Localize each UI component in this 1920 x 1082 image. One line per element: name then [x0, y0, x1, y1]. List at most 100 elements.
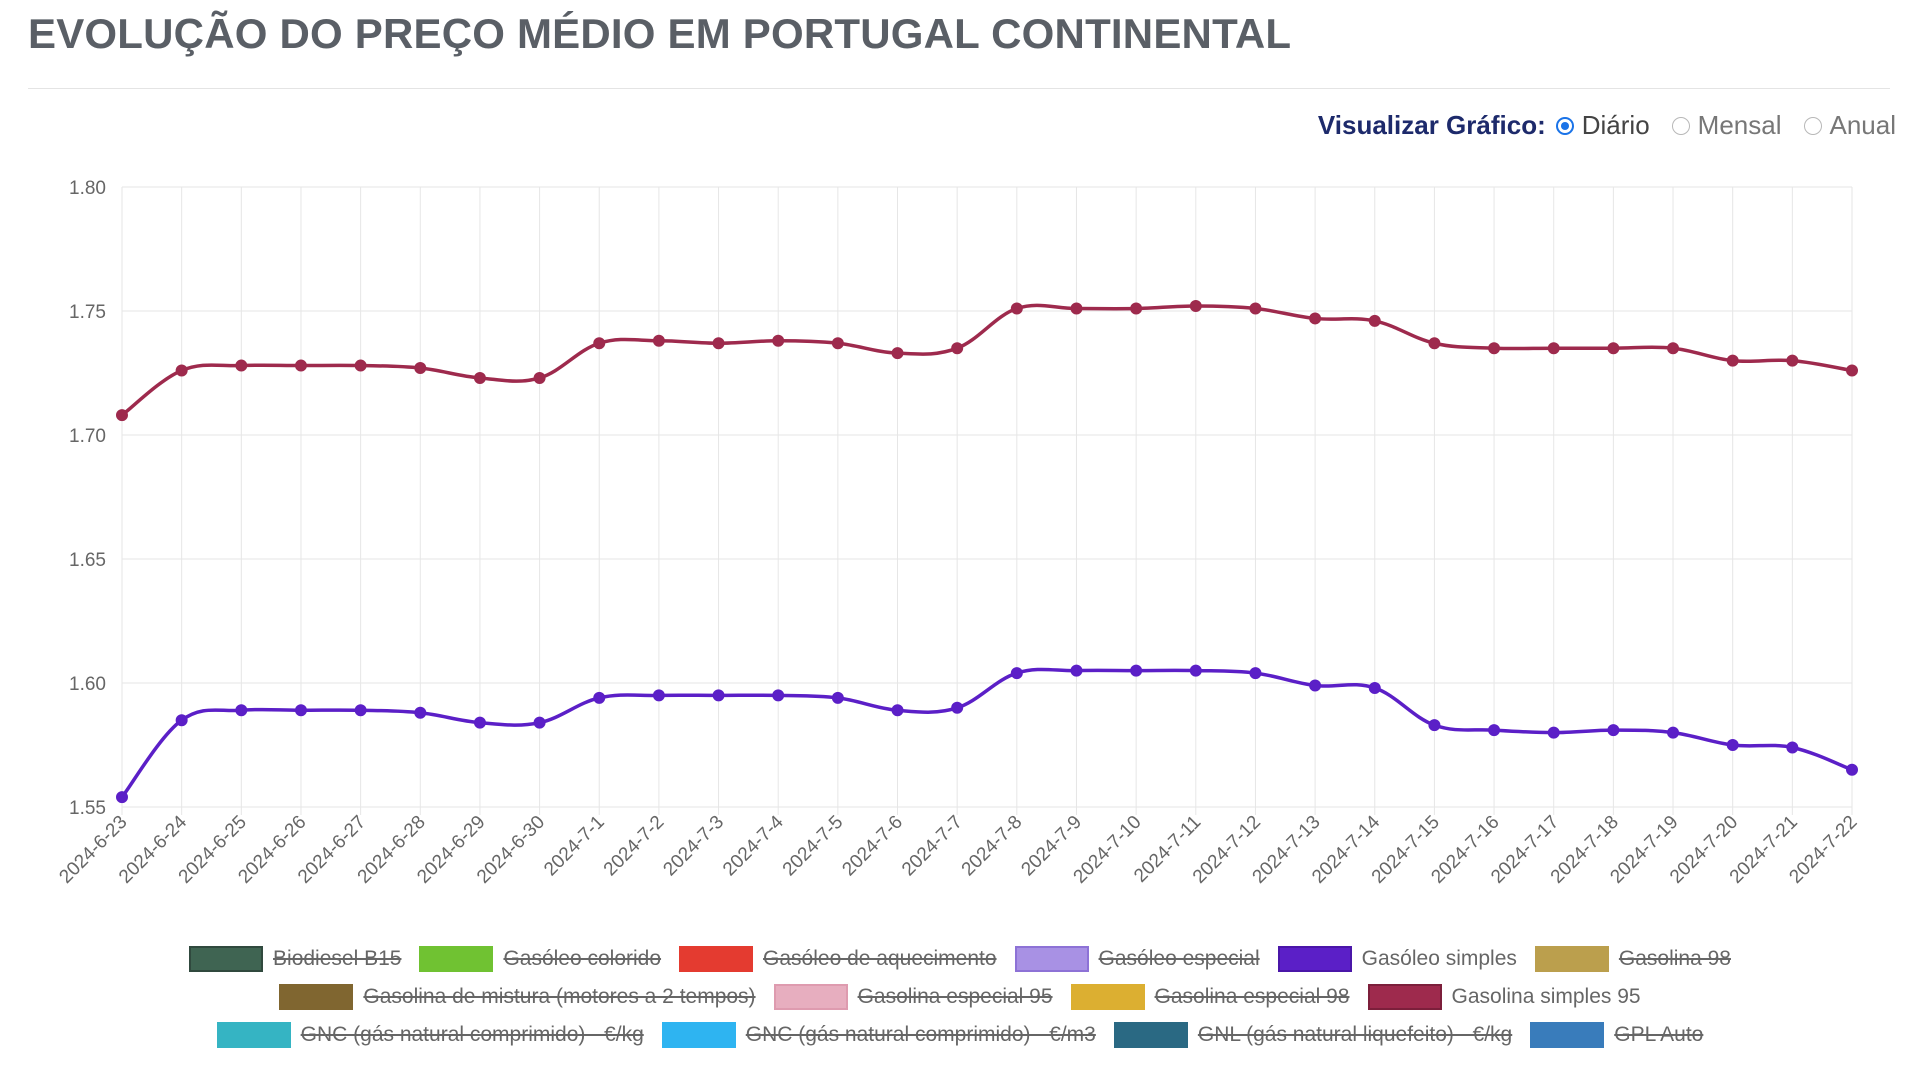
data-point-gasoleo-simples: [652, 689, 665, 702]
legend-item[interactable]: Gasóleo especial: [1014, 946, 1260, 972]
data-point-gasoleo-simples: [1010, 667, 1023, 680]
legend-swatch: [1367, 984, 1442, 1010]
legend-item[interactable]: Biodiesel B15: [189, 946, 401, 972]
legend-item[interactable]: Gasóleo colorido: [419, 946, 661, 972]
data-point-gasoleo-simples: [1368, 681, 1381, 694]
data-point-gasolina-simples-95: [1547, 342, 1560, 355]
legend-swatch: [189, 946, 264, 972]
legend-label: Gasolina especial 98: [1154, 985, 1350, 1008]
page-title: EVOLUÇÃO DO PREÇO MÉDIO EM PORTUGAL CONT…: [28, 10, 1292, 57]
data-point-gasoleo-simples: [772, 689, 785, 702]
legend-swatch: [773, 984, 848, 1010]
y-tick-label: 1.65: [69, 550, 106, 571]
data-point-gasolina-simples-95: [712, 337, 725, 350]
data-point-gasoleo-simples: [235, 704, 248, 717]
legend-label: Gasolina 98: [1618, 947, 1731, 970]
legend-item[interactable]: Gasóleo de aquecimento: [679, 946, 997, 972]
x-tick-label: 2024-7-4: [719, 811, 788, 880]
legend-item[interactable]: Gasolina especial 98: [1070, 984, 1350, 1010]
data-point-gasolina-simples-95: [652, 334, 665, 347]
title-divider: [28, 88, 1890, 89]
data-point-gasolina-simples-95: [1130, 302, 1143, 315]
data-point-gasoleo-simples: [473, 716, 486, 729]
legend-item[interactable]: Gasolina de mistura (motores a 2 tempos): [279, 984, 756, 1010]
legend-item[interactable]: Gasóleo simples: [1277, 946, 1517, 972]
x-tick-label: 2024-7-2: [600, 812, 669, 881]
radio-mensal[interactable]: Mensal: [1671, 110, 1782, 141]
data-point-gasolina-simples-95: [354, 359, 367, 372]
data-point-gasolina-simples-95: [1667, 342, 1680, 355]
data-point-gasoleo-simples: [1130, 664, 1143, 677]
legend-label: Gasóleo especial: [1098, 947, 1260, 970]
legend-label: Gasóleo colorido: [503, 947, 662, 970]
data-point-gasolina-simples-95: [1010, 302, 1023, 315]
data-point-gasolina-simples-95: [831, 337, 844, 350]
legend-swatch: [1070, 984, 1145, 1010]
legend-label: Biodiesel B15: [273, 947, 402, 970]
x-tick-label: 2024-7-7: [898, 812, 967, 881]
chart-legend: Biodiesel B15 Gasóleo colorido Gasóleo de …: [0, 940, 1920, 1054]
data-point-gasolina-simples-95: [294, 359, 307, 372]
radio-diario-indicator[interactable]: [1555, 116, 1574, 135]
data-point-gasolina-simples-95: [1488, 342, 1501, 355]
legend-item[interactable]: GNC (gás natural comprimido) - €/kg: [216, 1022, 644, 1048]
radio-diario[interactable]: Diário: [1555, 110, 1650, 141]
legend-item[interactable]: Gasolina 98: [1534, 946, 1731, 972]
view-selector-label: Visualizar Gráfico:: [1317, 110, 1546, 140]
data-point-gasolina-simples-95: [593, 337, 606, 350]
legend-swatch: [1530, 1022, 1605, 1048]
legend-item[interactable]: GPL Auto: [1530, 1022, 1703, 1048]
data-point-gasoleo-simples: [1786, 741, 1799, 754]
radio-anual[interactable]: Anual: [1803, 110, 1896, 141]
data-point-gasolina-simples-95: [1368, 314, 1381, 327]
legend-item[interactable]: Gasolina simples 95: [1367, 984, 1641, 1010]
legend-label: GPL Auto: [1614, 1023, 1704, 1046]
data-point-gasoleo-simples: [1428, 719, 1441, 732]
y-tick-label: 1.70: [69, 426, 106, 447]
data-point-gasoleo-simples: [1488, 724, 1501, 737]
legend-label: Gasóleo de aquecimento: [763, 947, 997, 970]
legend-item[interactable]: GNC (gás natural comprimido) - €/m3: [661, 1022, 1096, 1048]
legend-swatch: [279, 984, 354, 1010]
data-point-gasoleo-simples: [1607, 724, 1620, 737]
legend-swatch: [661, 1022, 736, 1048]
data-point-gasolina-simples-95: [1726, 354, 1739, 367]
legend-swatch: [216, 1022, 291, 1048]
data-point-gasoleo-simples: [175, 714, 188, 727]
data-point-gasoleo-simples: [1667, 726, 1680, 739]
data-point-gasoleo-simples: [951, 701, 964, 714]
series-line-gasoleo-simples: [120, 667, 1853, 799]
data-point-gasolina-simples-95: [1607, 342, 1620, 355]
x-tick-label: 2024-7-1: [540, 812, 609, 881]
y-tick-label: 1.60: [69, 674, 106, 695]
data-point-gasolina-simples-95: [1846, 364, 1858, 377]
data-point-gasolina-simples-95: [175, 364, 188, 377]
data-point-gasolina-simples-95: [891, 347, 904, 360]
data-point-gasoleo-simples: [414, 706, 427, 719]
data-point-gasolina-simples-95: [951, 342, 964, 355]
data-point-gasoleo-simples: [1309, 679, 1322, 692]
data-point-gasoleo-simples: [593, 691, 606, 704]
data-point-gasoleo-simples: [831, 691, 844, 704]
data-point-gasoleo-simples: [294, 704, 307, 717]
data-point-gasolina-simples-95: [1189, 300, 1202, 313]
data-point-gasolina-simples-95: [116, 409, 128, 422]
data-point-gasolina-simples-95: [772, 334, 785, 347]
legend-item[interactable]: Gasolina especial 95: [773, 984, 1053, 1010]
legend-label: GNC (gás natural comprimido) - €/kg: [300, 1023, 644, 1046]
legend-row: GNC (gás natural comprimido) - €/kg GNC (…: [0, 1016, 1920, 1054]
data-point-gasolina-simples-95: [1070, 302, 1083, 315]
data-point-gasoleo-simples: [1189, 664, 1202, 677]
legend-swatch: [1277, 946, 1352, 972]
x-tick-label: 2024-7-8: [958, 812, 1027, 881]
x-tick-label: 2024-7-5: [779, 812, 848, 881]
data-point-gasolina-simples-95: [1309, 312, 1322, 325]
legend-item[interactable]: GNL (gás natural liquefeito) - €/kg: [1113, 1022, 1512, 1048]
legend-label: Gasóleo simples: [1361, 947, 1517, 970]
data-point-gasoleo-simples: [1547, 726, 1560, 739]
radio-mensal-indicator[interactable]: [1671, 116, 1690, 135]
data-point-gasoleo-simples: [1249, 667, 1262, 680]
price-line-chart: 1.801.751.701.651.601.552024-6-232024-6-…: [55, 178, 1861, 888]
data-point-gasolina-simples-95: [1249, 302, 1262, 315]
radio-anual-indicator[interactable]: [1803, 116, 1822, 135]
